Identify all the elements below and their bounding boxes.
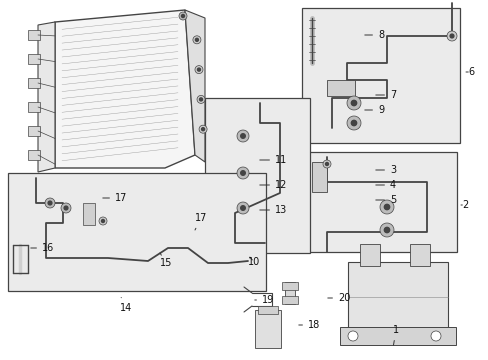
- Circle shape: [237, 167, 248, 179]
- Bar: [347, 262, 447, 332]
- Bar: [204, 98, 309, 253]
- Circle shape: [199, 98, 202, 101]
- Circle shape: [384, 204, 389, 210]
- Circle shape: [240, 171, 245, 175]
- Circle shape: [193, 36, 201, 44]
- Circle shape: [325, 162, 328, 166]
- Text: 2: 2: [460, 200, 468, 210]
- Circle shape: [430, 331, 440, 341]
- Circle shape: [323, 160, 330, 168]
- Text: 17: 17: [102, 193, 127, 203]
- Circle shape: [181, 14, 184, 18]
- Bar: [282, 282, 297, 290]
- Circle shape: [384, 228, 389, 233]
- Circle shape: [99, 217, 107, 225]
- Text: 12: 12: [259, 180, 287, 190]
- Text: 11: 11: [259, 155, 286, 165]
- Circle shape: [350, 120, 356, 126]
- Bar: [311, 162, 326, 192]
- Circle shape: [201, 128, 204, 131]
- Bar: [409, 244, 429, 266]
- Text: 19: 19: [254, 295, 274, 305]
- Bar: [28, 126, 40, 136]
- Circle shape: [102, 220, 104, 222]
- Circle shape: [61, 203, 71, 213]
- Circle shape: [449, 34, 453, 38]
- Circle shape: [346, 116, 360, 130]
- Text: 1: 1: [392, 325, 398, 345]
- Bar: [28, 54, 40, 64]
- Text: 13: 13: [259, 205, 286, 215]
- Circle shape: [240, 134, 245, 138]
- Text: 10: 10: [247, 257, 260, 267]
- Bar: [28, 102, 40, 112]
- Circle shape: [379, 200, 393, 214]
- Text: 4: 4: [375, 180, 395, 190]
- Text: 14: 14: [120, 297, 132, 313]
- Circle shape: [346, 96, 360, 110]
- Bar: [258, 306, 278, 314]
- Text: 20: 20: [327, 293, 350, 303]
- Circle shape: [237, 202, 248, 214]
- Text: 15: 15: [160, 253, 172, 268]
- Text: 16: 16: [31, 243, 54, 253]
- Polygon shape: [184, 10, 204, 162]
- Bar: [28, 78, 40, 88]
- Polygon shape: [55, 10, 195, 168]
- Bar: [254, 310, 281, 348]
- Circle shape: [197, 68, 200, 71]
- Bar: [28, 30, 40, 40]
- Bar: [285, 282, 294, 304]
- Circle shape: [64, 206, 68, 210]
- Text: 18: 18: [298, 320, 320, 330]
- Circle shape: [347, 331, 357, 341]
- Circle shape: [195, 38, 198, 41]
- Circle shape: [379, 223, 393, 237]
- Bar: [359, 244, 379, 266]
- Circle shape: [237, 130, 248, 142]
- Bar: [326, 80, 354, 96]
- Text: 7: 7: [375, 90, 395, 100]
- Text: 5: 5: [375, 195, 395, 205]
- Bar: [282, 296, 297, 304]
- Circle shape: [240, 206, 245, 210]
- Bar: [302, 8, 459, 143]
- Circle shape: [350, 100, 356, 106]
- Circle shape: [199, 125, 206, 133]
- Text: 3: 3: [375, 165, 395, 175]
- Text: 17: 17: [195, 213, 207, 230]
- Bar: [339, 327, 455, 345]
- Bar: [28, 150, 40, 160]
- Bar: [8, 173, 265, 291]
- Text: 8: 8: [364, 30, 384, 40]
- Text: 9: 9: [364, 105, 384, 115]
- Circle shape: [446, 31, 456, 41]
- Bar: [306, 152, 456, 252]
- Bar: [83, 203, 95, 225]
- Circle shape: [179, 12, 186, 20]
- Text: 6: 6: [465, 67, 473, 77]
- Polygon shape: [38, 22, 55, 172]
- Circle shape: [48, 201, 52, 205]
- Circle shape: [45, 198, 55, 208]
- Circle shape: [195, 66, 203, 73]
- Circle shape: [197, 95, 204, 103]
